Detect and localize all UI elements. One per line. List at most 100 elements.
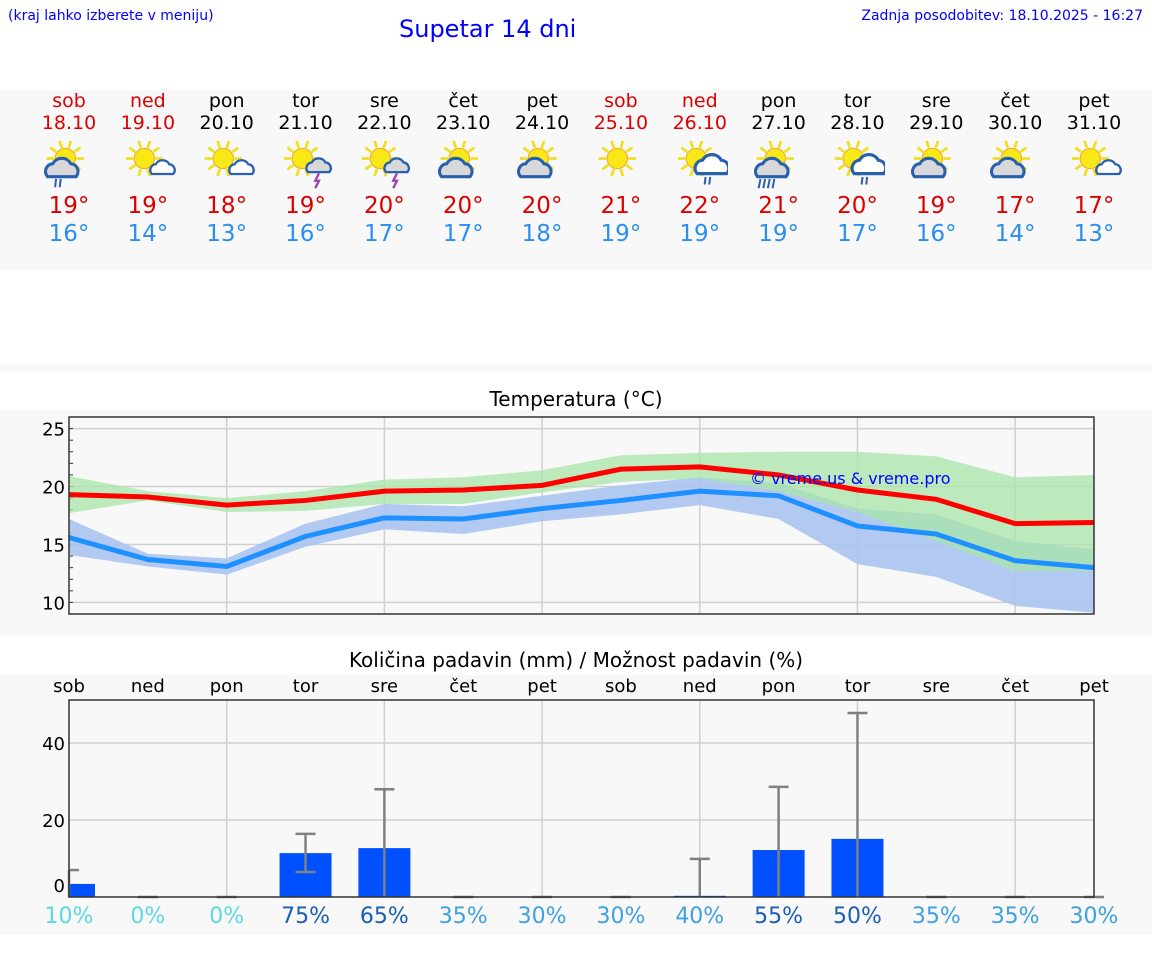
day-column: čet 23.10 20° 17° [423, 90, 503, 248]
min-temp-line [68, 488, 1095, 571]
temperature-chart: 10 15 20 25 © vreme.us & vreme.pro [42, 416, 1095, 615]
location-hint-link[interactable]: (kraj lahko izberete v meniju) [8, 8, 214, 24]
y-tick-label: 0 [54, 876, 65, 897]
day-name: sob [604, 90, 638, 112]
day-date: 30.10 [987, 112, 1043, 134]
day-name: ned [681, 90, 718, 112]
x-tick-label: ned [130, 676, 165, 697]
day-date: 23.10 [436, 112, 491, 134]
plot-frame [68, 416, 1095, 615]
min-temp: 19° [679, 221, 721, 247]
day-name: tor [844, 90, 871, 112]
min-temp: 19° [600, 221, 642, 247]
x-tick-label: pon [209, 676, 244, 697]
y-tick-label: 25 [42, 420, 65, 441]
day-date: 22.10 [357, 112, 412, 134]
precip-probability: 35% [911, 904, 961, 929]
watermark: © vreme.us & vreme.pro [750, 469, 951, 488]
day-name: pet [526, 90, 558, 112]
sun-grey-cloud-icon [517, 140, 557, 179]
precip-probability: 30% [1069, 904, 1119, 929]
y-tick-label: 15 [42, 535, 65, 556]
day-date: 26.10 [672, 112, 727, 134]
precip-probability: 75% [281, 904, 330, 929]
precip-probability: 10% [44, 904, 94, 929]
day-date: 28.10 [830, 112, 885, 134]
day-date: 21.10 [278, 112, 333, 134]
plot-frame [68, 699, 1095, 898]
min-temp: 14° [994, 221, 1036, 247]
x-tick-label: sob [605, 676, 637, 697]
last-update: Zadnja posodobitev: 18.10.2025 - 16:27 [861, 8, 1143, 24]
day-date: 25.10 [593, 112, 649, 134]
precip-probability: 65% [359, 904, 409, 929]
y-tick-label: 10 [42, 593, 65, 614]
day-name: ned [129, 90, 166, 112]
min-temp: 14° [127, 221, 169, 247]
day-name: čet [448, 90, 479, 112]
precip-probability: 55% [754, 904, 804, 929]
sun-cloud-lightning-icon [362, 140, 411, 189]
sun-grey-cloud-icon [911, 140, 952, 179]
max-temp: 20° [442, 193, 484, 219]
day-date: 29.10 [909, 112, 964, 134]
min-temp-range-band [69, 477, 1094, 613]
x-tick-label: čet [449, 676, 478, 697]
max-temp: 20° [521, 193, 563, 219]
precip-probability: 0% [209, 904, 245, 929]
day-column: pet 24.10 20° 18° [502, 90, 582, 248]
x-tick-label: sre [370, 676, 399, 697]
sun-grey-cloud-icon [990, 140, 1030, 179]
day-date: 24.10 [514, 112, 570, 134]
min-temp: 16° [915, 221, 957, 247]
x-tick-label: ned [682, 676, 717, 697]
min-temp: 17° [442, 221, 484, 247]
day-name: pet [1078, 90, 1110, 112]
day-column: pon 20.10 18° 13° [187, 90, 267, 248]
max-temp: 19° [48, 193, 90, 219]
day-name: čet [1000, 90, 1030, 112]
max-temp-range-band [69, 451, 1094, 572]
day-date: 18.10 [41, 112, 97, 134]
day-column: tor 21.10 19° 16° [266, 90, 346, 248]
precip-probability: 0% [130, 904, 166, 929]
y-tick-label: 40 [42, 734, 65, 755]
day-column: sob 25.10 21° 19° [581, 90, 661, 248]
precip-probability: 30% [596, 904, 646, 929]
day-name: pon [208, 90, 245, 112]
y-tick-label: 20 [42, 478, 65, 499]
x-tick-label: tor [292, 676, 319, 697]
precip-probability: 50% [833, 904, 882, 929]
min-temp: 16° [48, 221, 90, 247]
plot-area [69, 700, 1094, 897]
x-tick-label: tor [844, 676, 871, 697]
day-name: pon [760, 90, 797, 112]
min-temp: 17° [837, 221, 878, 247]
sun-grey-cloud-icon [438, 140, 479, 179]
max-temp: 19° [127, 193, 169, 219]
day-column: sob 18.10 19° 16° [29, 90, 109, 248]
x-tick-label: sob [53, 676, 85, 697]
precipitation-chart: 0 20 40 [42, 699, 1104, 899]
x-tick-label: pet [527, 676, 557, 697]
sun-small-cloud-icon [125, 140, 176, 177]
day-column: sre 29.10 19° 16° [896, 90, 976, 248]
day-name: sre [921, 90, 951, 112]
min-temp: 13° [206, 221, 248, 247]
max-temp: 17° [994, 193, 1036, 219]
precip-probability: 35% [990, 904, 1040, 929]
day-column: tor 28.10 20° 17° [817, 90, 897, 248]
precip-probability: 40% [675, 904, 725, 929]
day-column: čet 30.10 17° 14° [975, 90, 1055, 248]
sun-white-cloud-rain-icon [835, 140, 886, 185]
max-temp: 22° [679, 193, 721, 219]
x-tick-label: pon [761, 676, 796, 697]
sun-white-cloud-rain-icon [677, 140, 728, 185]
day-column: sre 22.10 20° 17° [344, 90, 424, 248]
min-temp: 13° [1073, 221, 1115, 247]
max-temp: 19° [915, 193, 957, 219]
x-tick-label: pet [1079, 676, 1109, 697]
precip-bar [69, 883, 95, 897]
precipitation-chart-title: Količina padavin (mm) / Možnost padavin … [348, 648, 804, 672]
min-temp: 17° [363, 221, 405, 247]
